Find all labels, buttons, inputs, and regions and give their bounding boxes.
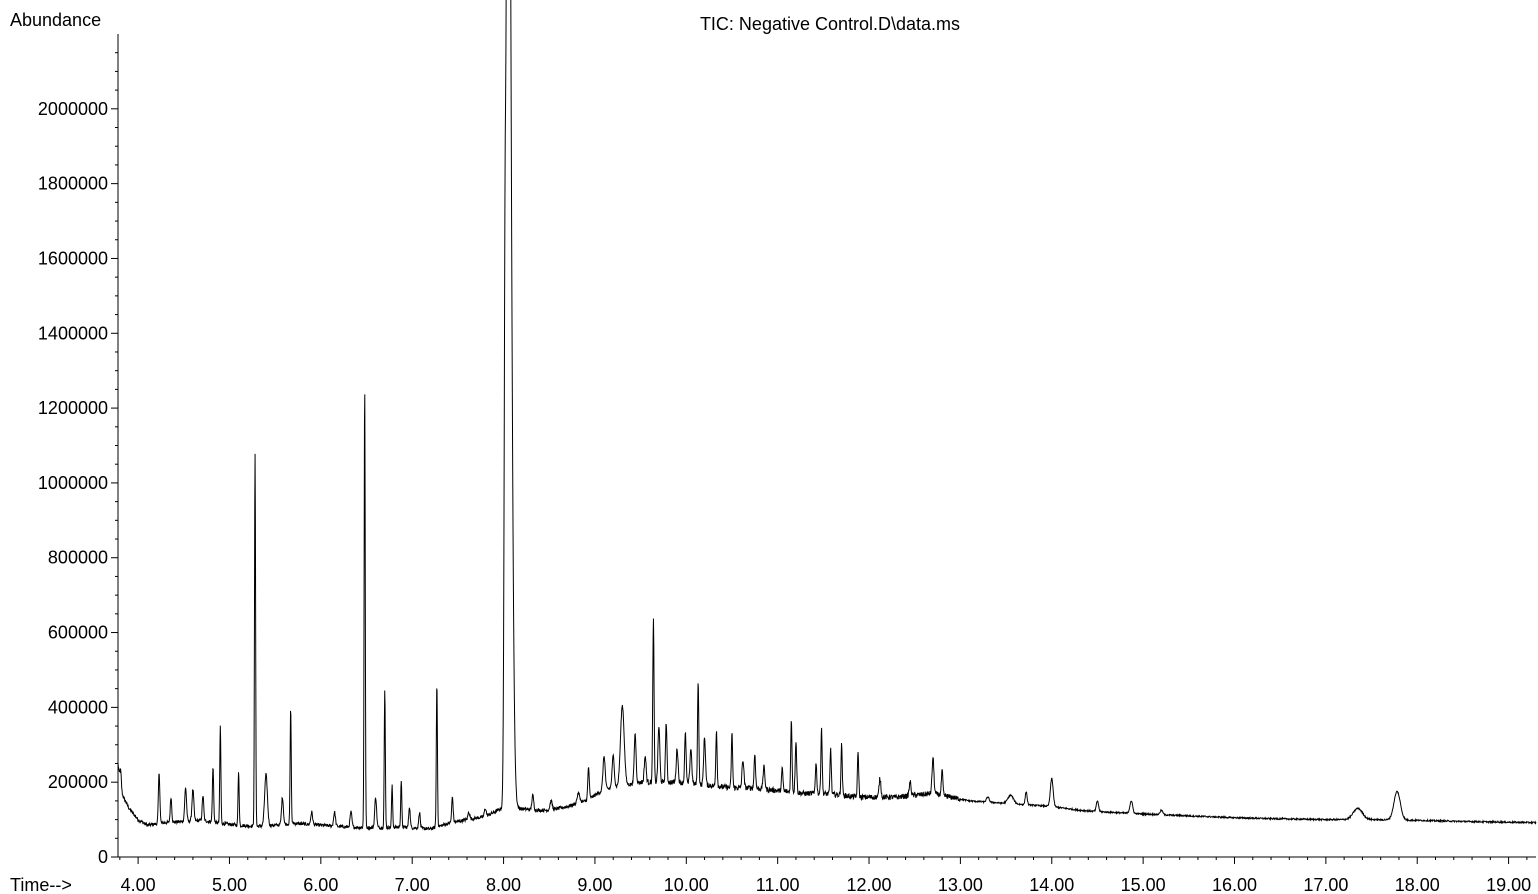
x-axis-label: Time--> xyxy=(10,875,72,894)
y-tick-label: 1000000 xyxy=(38,473,108,493)
x-tick-label: 19.00 xyxy=(1486,875,1531,894)
x-tick-label: 16.00 xyxy=(1212,875,1257,894)
tic-trace-line xyxy=(117,0,1537,831)
y-axis-label: Abundance xyxy=(10,10,101,30)
y-tick-label: 2000000 xyxy=(38,99,108,119)
y-tick-label: 1800000 xyxy=(38,174,108,194)
y-tick-label: 1600000 xyxy=(38,248,108,268)
x-tick-label: 5.00 xyxy=(212,875,247,894)
y-tick-label: 0 xyxy=(98,847,108,867)
y-tick-label: 600000 xyxy=(48,623,108,643)
x-tick-label: 9.00 xyxy=(577,875,612,894)
y-tick-label: 1400000 xyxy=(38,323,108,343)
x-tick-label: 17.00 xyxy=(1303,875,1348,894)
x-tick-label: 13.00 xyxy=(938,875,983,894)
x-tick-label: 15.00 xyxy=(1121,875,1166,894)
x-tick-label: 7.00 xyxy=(395,875,430,894)
y-tick-label: 200000 xyxy=(48,772,108,792)
x-tick-label: 8.00 xyxy=(486,875,521,894)
y-tick-label: 800000 xyxy=(48,548,108,568)
x-tick-label: 18.00 xyxy=(1395,875,1440,894)
x-tick-label: 12.00 xyxy=(847,875,892,894)
x-tick-label: 11.00 xyxy=(756,875,800,894)
y-tick-label: 400000 xyxy=(48,697,108,717)
x-tick-label: 10.00 xyxy=(664,875,709,894)
y-tick-label: 1200000 xyxy=(38,398,108,418)
x-tick-label: 4.00 xyxy=(121,875,156,894)
chart-title: TIC: Negative Control.D\data.ms xyxy=(700,14,960,34)
x-tick-label: 14.00 xyxy=(1029,875,1074,894)
x-tick-label: 6.00 xyxy=(303,875,338,894)
